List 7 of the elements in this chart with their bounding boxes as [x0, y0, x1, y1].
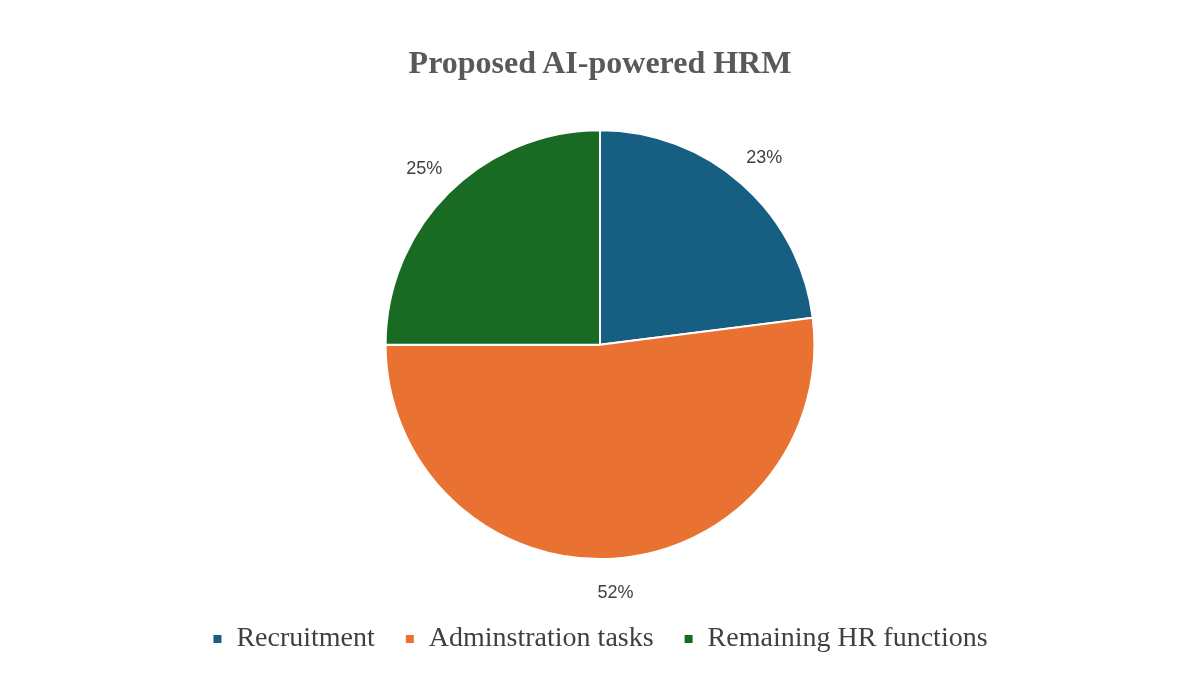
data-label: 52%	[597, 581, 634, 602]
legend-label: Remaining HR functions	[707, 621, 988, 653]
data-label: 23%	[746, 147, 783, 168]
legend-label: Recruitment	[236, 621, 376, 653]
legend-label: Adminstration tasks	[428, 621, 654, 653]
data-label: 25%	[406, 158, 443, 179]
chart-title: Proposed AI-powered HRM	[408, 44, 792, 81]
